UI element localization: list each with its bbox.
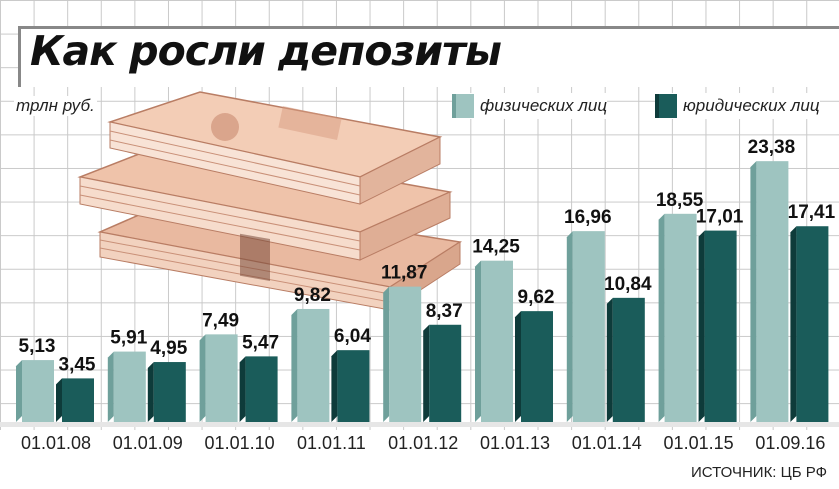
value-label-individuals-5: 14,25 — [472, 237, 520, 258]
bar-legal-5 — [521, 311, 553, 422]
bar-side-individuals-4 — [383, 286, 390, 422]
banknote-bundle-middle — [77, 141, 453, 282]
legend-swatch-individuals — [452, 94, 474, 118]
value-label-individuals-0: 5,13 — [19, 336, 56, 357]
bar-side-individuals-5 — [475, 260, 481, 422]
bar-individuals-0 — [22, 360, 54, 422]
x-tick-label-5: 01.01.13 — [480, 433, 550, 453]
bar-individuals-5 — [481, 260, 513, 422]
chart-title: Как росли депозиты — [30, 27, 502, 75]
value-label-legal-3: 6,04 — [334, 326, 371, 347]
x-tick-label-0: 01.01.08 — [21, 433, 91, 453]
bar-side-individuals-8 — [750, 161, 757, 422]
bar-legal-0 — [62, 378, 94, 422]
bar-individuals-4 — [389, 286, 422, 422]
legend-legal: юридических лиц — [655, 93, 820, 119]
value-label-legal-5: 9,62 — [518, 287, 555, 308]
unit-label: трлн руб. — [14, 96, 97, 116]
bar-side-legal-1 — [147, 362, 154, 422]
bar-legal-6 — [612, 297, 645, 422]
value-label-legal-4: 8,37 — [426, 301, 463, 322]
bar-legal-3 — [337, 350, 370, 422]
bar-side-individuals-1 — [107, 351, 114, 422]
legend-individuals: физических лиц — [452, 93, 608, 119]
x-tick-label-3: 01.01.11 — [297, 433, 366, 453]
bar-side-individuals-3 — [291, 308, 298, 422]
value-label-individuals-8: 23,38 — [748, 137, 796, 158]
x-tick-label-1: 01.01.09 — [113, 433, 183, 453]
bar-side-legal-3 — [331, 350, 338, 422]
bar-side-legal-5 — [515, 311, 521, 422]
title-box — [18, 26, 839, 87]
bar-side-legal-4 — [423, 324, 430, 422]
legend-swatch-legal — [655, 94, 677, 118]
x-tick-label-6: 01.01.14 — [572, 433, 642, 453]
x-tick-label-7: 01.01.15 — [664, 433, 734, 453]
bar-side-legal-6 — [606, 297, 613, 422]
bar-side-legal-2 — [239, 356, 246, 422]
bar-individuals-1 — [113, 351, 146, 422]
bar-side-individuals-7 — [658, 213, 665, 422]
x-tick-label-2: 01.01.10 — [205, 433, 275, 453]
value-label-individuals-6: 16,96 — [564, 207, 612, 228]
bar-legal-8 — [796, 226, 829, 422]
value-label-legal-7: 17,01 — [696, 207, 744, 228]
bar-side-individuals-2 — [199, 334, 206, 422]
value-label-legal-6: 10,84 — [604, 274, 652, 295]
bar-side-legal-8 — [790, 226, 797, 422]
bar-individuals-3 — [297, 308, 330, 422]
bar-side-legal-7 — [698, 230, 705, 422]
x-tick-label-4: 01.01.12 — [388, 433, 458, 453]
bar-legal-1 — [153, 362, 186, 422]
banknote-bundle-top — [107, 91, 443, 205]
value-label-individuals-7: 18,55 — [656, 190, 704, 211]
bar-legal-4 — [429, 324, 462, 422]
bar-individuals-6 — [572, 231, 605, 422]
value-label-individuals-4: 11,87 — [381, 263, 428, 284]
value-label-individuals-3: 9,82 — [294, 285, 331, 306]
value-label-legal-2: 5,47 — [242, 332, 279, 353]
value-label-legal-0: 3,45 — [59, 354, 96, 375]
legend-label-individuals: физических лиц — [480, 96, 608, 115]
bar-legal-7 — [704, 230, 737, 422]
bar-individuals-2 — [205, 334, 238, 422]
bar-individuals-8 — [756, 161, 789, 422]
bar-legal-2 — [245, 356, 278, 422]
bar-individuals-7 — [664, 213, 697, 422]
value-label-legal-8: 17,41 — [788, 202, 836, 223]
value-label-legal-1: 4,95 — [150, 338, 187, 359]
legend-label-legal: юридических лиц — [683, 96, 820, 115]
bar-side-individuals-6 — [566, 231, 573, 422]
x-tick-label-8: 01.09.16 — [755, 433, 825, 453]
bar-side-individuals-0 — [16, 360, 22, 422]
value-label-individuals-1: 5,91 — [110, 328, 147, 349]
source-note: ИСТОЧНИК: ЦБ РФ — [691, 464, 827, 481]
baseline — [0, 422, 839, 427]
value-label-individuals-2: 7,49 — [202, 310, 239, 331]
bar-side-legal-0 — [56, 378, 62, 422]
